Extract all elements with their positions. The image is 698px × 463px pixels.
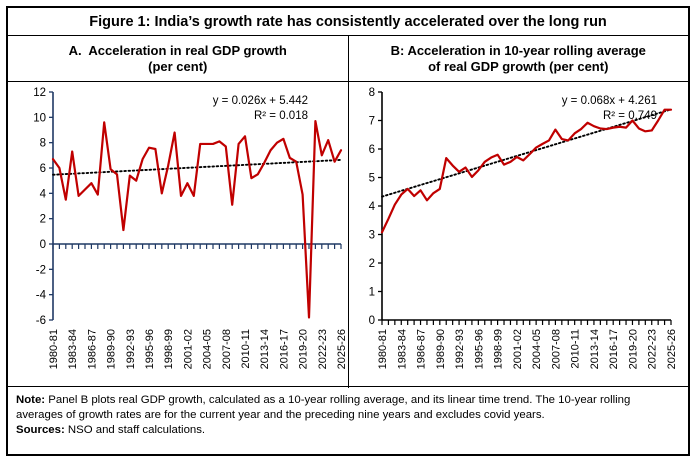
figure-title: Figure 1: India’s growth rate has consis… [8,8,688,36]
svg-text:8: 8 [40,138,46,150]
svg-text:-6: -6 [36,315,46,327]
panel-a-title-text: A. Acceleration in real GDP growth (per c… [68,42,287,74]
svg-text:2007-08: 2007-08 [550,329,562,369]
svg-text:R² = 0.018: R² = 0.018 [254,110,308,122]
svg-text:4: 4 [368,201,375,213]
svg-text:1983-84: 1983-84 [67,329,79,369]
figure-container: Figure 1: India’s growth rate has consis… [6,6,690,456]
svg-text:6: 6 [368,144,374,156]
svg-text:1998-99: 1998-99 [492,329,504,369]
svg-text:2025-26: 2025-26 [666,329,678,369]
svg-text:1983-84: 1983-84 [396,329,408,369]
svg-text:8: 8 [368,87,374,99]
svg-text:6: 6 [40,163,46,175]
svg-text:0: 0 [40,239,46,251]
svg-text:1992-93: 1992-93 [454,329,466,369]
sources-text: NSO and staff calculations. [64,424,206,437]
svg-text:R² = 0.749: R² = 0.749 [602,110,656,122]
svg-text:-2: -2 [36,264,46,276]
svg-text:2016-17: 2016-17 [278,329,290,369]
svg-text:2013-14: 2013-14 [259,329,271,369]
svg-text:2001-02: 2001-02 [182,329,194,369]
svg-text:1992-93: 1992-93 [125,329,137,369]
svg-text:2010-11: 2010-11 [240,329,252,369]
note-box: Note: Panel B plots real GDP growth, cal… [8,386,688,454]
svg-text:1998-99: 1998-99 [163,329,175,369]
charts-row: 12 10 8 6 4 2 0 -2 -4 -6 1980-81 1983-84 1986-87 1989… [8,82,688,388]
svg-text:1989-90: 1989-90 [106,329,118,369]
svg-text:1980-81: 1980-81 [48,329,60,369]
svg-text:2025-26: 2025-26 [336,329,348,369]
svg-text:5: 5 [368,173,374,185]
svg-text:1995-96: 1995-96 [473,329,485,369]
svg-text:3: 3 [368,230,374,242]
svg-text:2013-14: 2013-14 [588,329,600,369]
panel-title-row: A. Acceleration in real GDP growth (per c… [8,36,688,82]
svg-text:-4: -4 [36,290,47,302]
svg-text:12: 12 [33,87,46,99]
svg-text:1986-87: 1986-87 [86,329,98,369]
svg-text:2019-20: 2019-20 [627,329,639,369]
svg-text:2019-20: 2019-20 [298,329,310,369]
panel-b-title-text: B: Acceleration in 10-year rolling avera… [390,42,646,74]
svg-text:7: 7 [368,116,374,128]
sources-line: Sources: NSO and staff calculations. [16,423,680,438]
chart-panel-b: 8 7 6 5 4 3 2 1 0 1980-81 1983-84 1986-87 1989-90 199… [349,82,689,388]
svg-text:2: 2 [368,258,374,270]
panel-b-title: B: Acceleration in 10-year rolling avera… [349,36,689,81]
chart-panel-a: 12 10 8 6 4 2 0 -2 -4 -6 1980-81 1983-84 1986-87 1989… [8,82,349,388]
note-label: Note: [16,394,46,406]
note-line: Note: Panel B plots real GDP growth, cal… [16,393,680,423]
note-text: Panel B plots real GDP growth, calculate… [16,394,631,422]
svg-text:1986-87: 1986-87 [415,329,427,369]
svg-text:2004-05: 2004-05 [531,329,543,369]
svg-text:1989-90: 1989-90 [434,329,446,369]
svg-text:y = 0.026x + 5.442: y = 0.026x + 5.442 [213,95,308,107]
svg-text:4: 4 [40,188,47,200]
svg-text:2022-23: 2022-23 [317,329,329,369]
svg-text:2001-02: 2001-02 [511,329,523,369]
svg-text:1995-96: 1995-96 [144,329,156,369]
svg-text:2: 2 [40,214,46,226]
sources-label: Sources: [16,424,65,437]
svg-text:2007-08: 2007-08 [221,329,233,369]
svg-text:1980-81: 1980-81 [377,329,389,369]
svg-text:10: 10 [33,112,46,124]
svg-text:y = 0.068x + 4.261: y = 0.068x + 4.261 [561,95,656,107]
panel-a-title: A. Acceleration in real GDP growth (per c… [8,36,349,81]
svg-text:2010-11: 2010-11 [569,329,581,369]
svg-text:2004-05: 2004-05 [202,329,214,369]
svg-text:1: 1 [368,287,374,299]
svg-text:0: 0 [368,315,374,327]
svg-text:2016-17: 2016-17 [608,329,620,369]
svg-text:2022-23: 2022-23 [646,329,658,369]
